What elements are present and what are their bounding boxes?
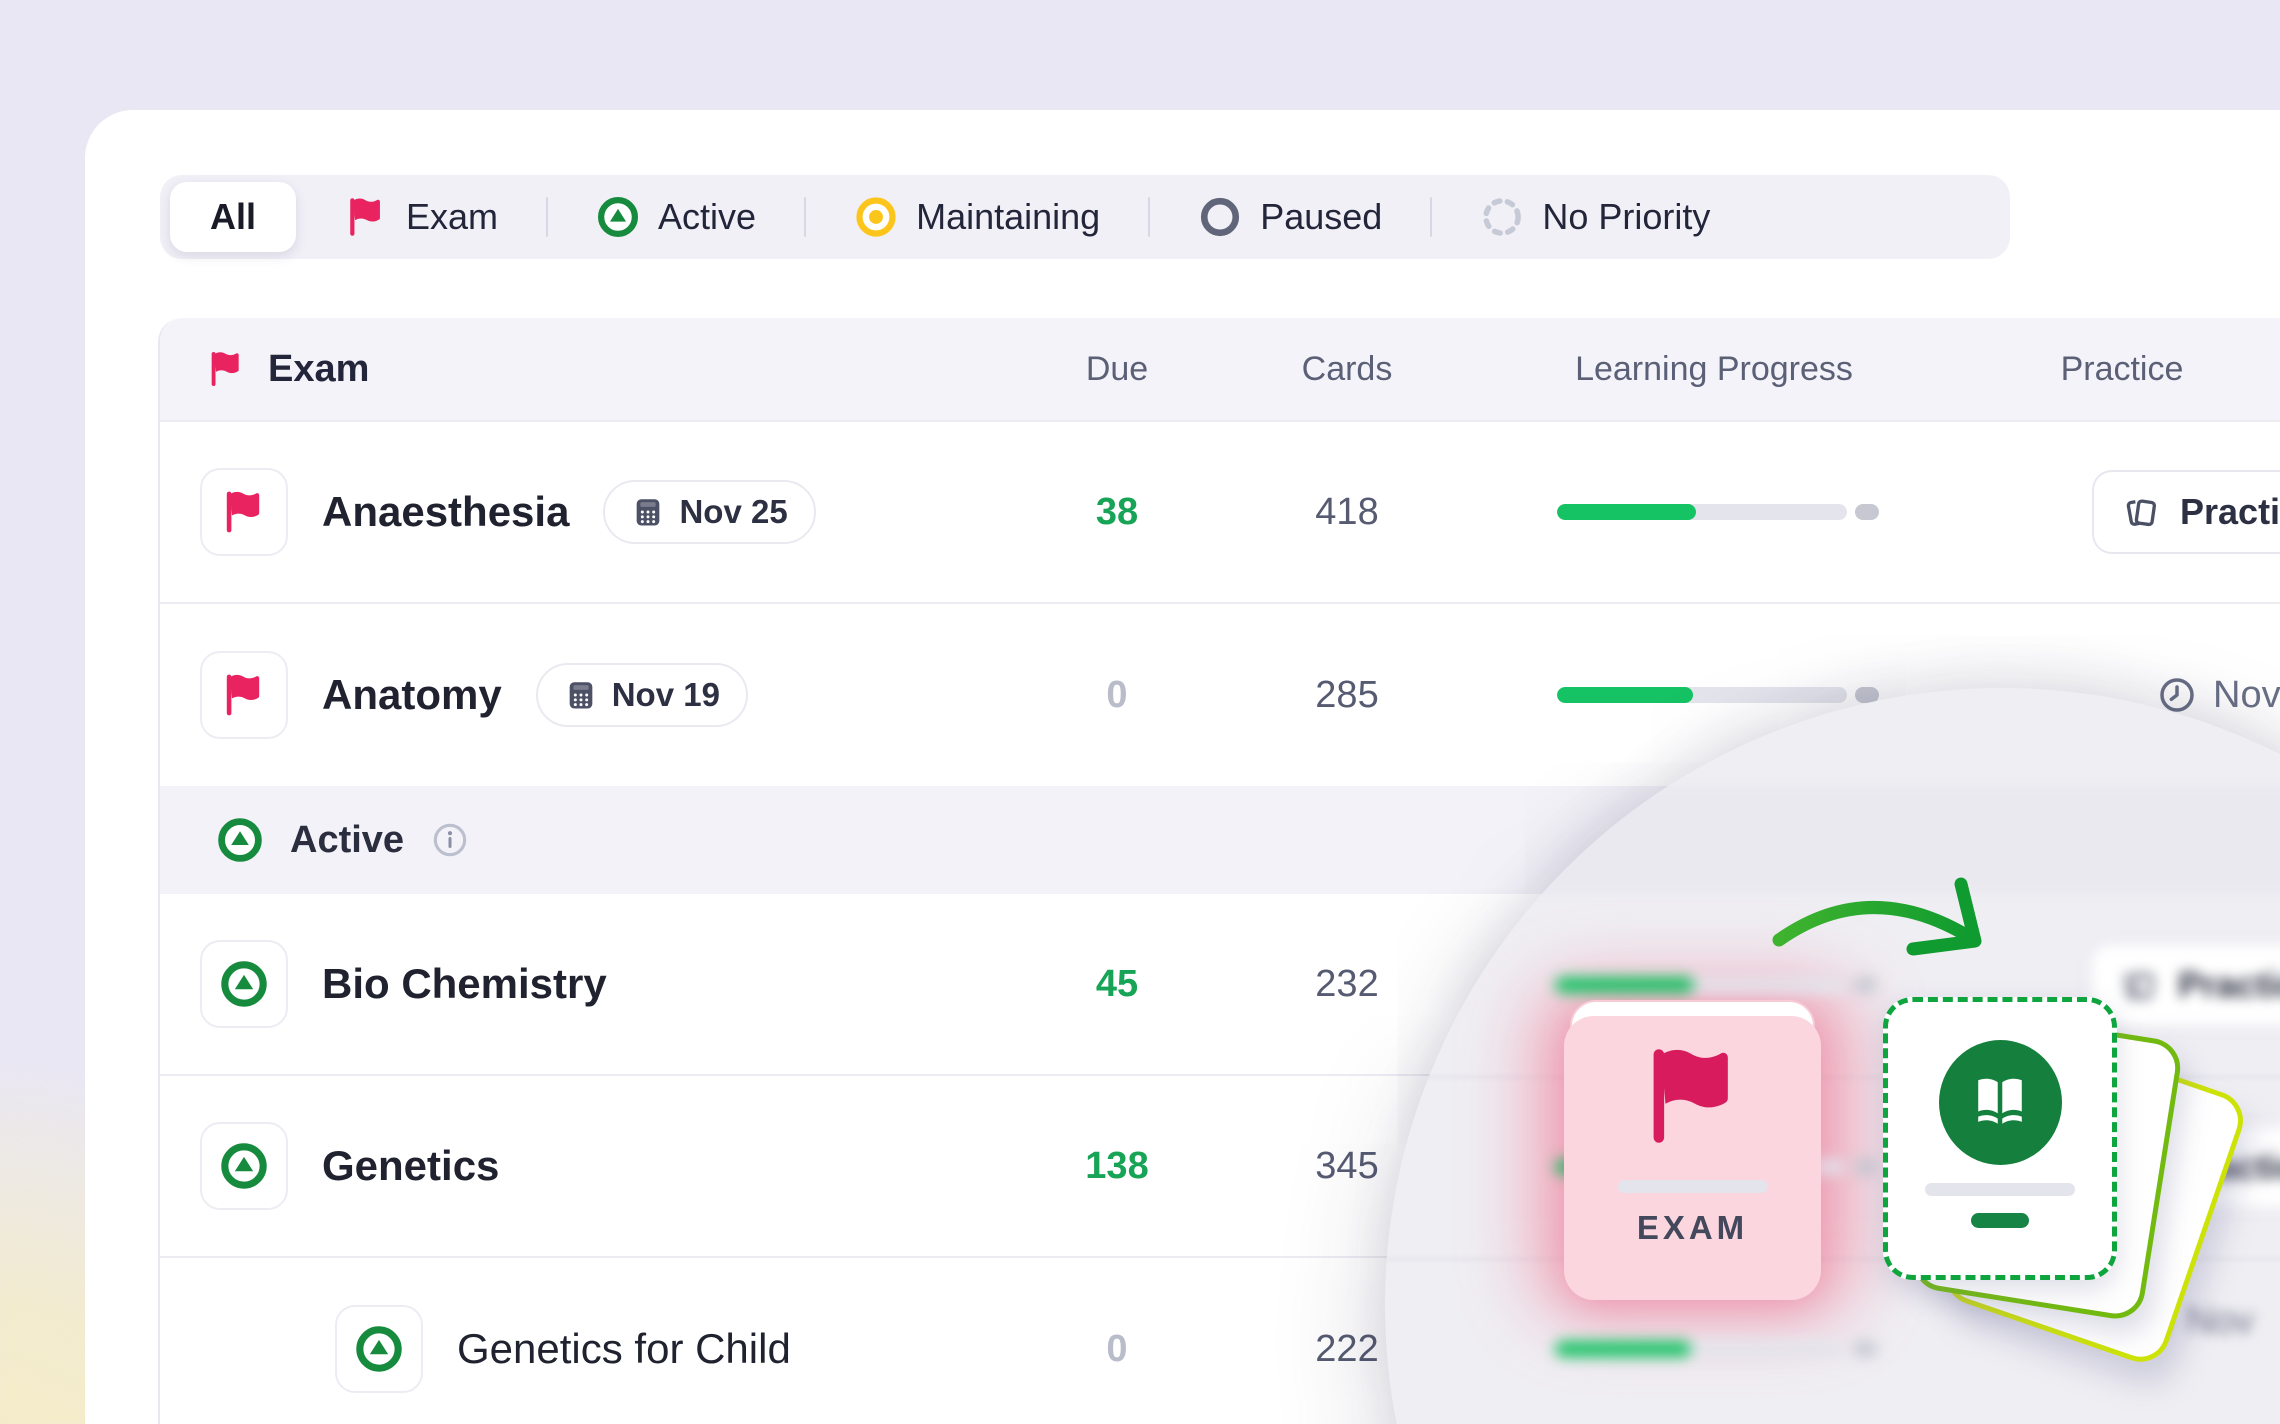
- practice-button[interactable]: Practice: [2092, 470, 2280, 554]
- header-cards: Cards: [1301, 349, 1393, 388]
- paused-icon: [1201, 197, 1240, 237]
- next-practice-label: Nov: [2213, 673, 2280, 716]
- filter-exam-label: Exam: [406, 196, 499, 237]
- filter-no-priority-label: No Priority: [1542, 196, 1711, 237]
- progress-fill: [1557, 687, 1694, 703]
- exam-date: Nov 19: [611, 676, 720, 713]
- flashcard-stack: [1883, 997, 2252, 1370]
- no-priority-icon: [1483, 198, 1522, 236]
- progress-end-segment: [1855, 687, 1879, 703]
- calendar-icon: [569, 682, 593, 709]
- progress-end-segment: [1855, 504, 1879, 520]
- cards-icon: [2126, 499, 2157, 527]
- header-exam: Exam: [268, 347, 370, 390]
- filter-active-label: Active: [658, 196, 757, 237]
- exam-priority-card: EXAM: [1564, 1000, 1821, 1300]
- filter-exam[interactable]: Exam: [344, 195, 498, 239]
- filter-all[interactable]: All: [170, 182, 297, 252]
- filter-all-label: All: [210, 196, 257, 237]
- card-accent-pill: [1971, 1213, 2029, 1228]
- flag-icon: [1653, 1049, 1728, 1143]
- calendar-icon: [637, 499, 660, 526]
- deck-icon-box: [200, 651, 288, 739]
- exam-card-label: EXAM: [1636, 1209, 1749, 1246]
- learning-progress-bar: [1557, 504, 1879, 520]
- deck-icon-box: [200, 468, 288, 556]
- filter-paused[interactable]: Paused: [1198, 195, 1382, 239]
- deck-name: Anaesthesia: [322, 488, 570, 535]
- due-count: 38: [1095, 490, 1139, 533]
- cards-count: 285: [1315, 673, 1379, 716]
- flag-icon: [350, 198, 380, 236]
- blurred-next-practice-date: Nov: [2130, 1300, 2254, 1343]
- filter-maintaining[interactable]: Maintaining: [854, 195, 1100, 239]
- filter-active[interactable]: Active: [596, 195, 756, 239]
- filter-no-priority[interactable]: No Priority: [1480, 195, 1710, 239]
- active-icon: [354, 1324, 404, 1374]
- flag-icon: [226, 491, 260, 533]
- header-practice: Practice: [2060, 349, 2184, 388]
- deck-icon-box: [335, 1305, 423, 1393]
- card-divider: [1617, 1180, 1768, 1193]
- due-count: 0: [1106, 673, 1128, 716]
- deck-name: Anatomy: [322, 671, 502, 718]
- cards-count: 232: [1315, 962, 1379, 1005]
- flag-icon: [211, 352, 239, 386]
- info-icon[interactable]: [430, 820, 470, 860]
- exam-date: Nov 25: [679, 493, 788, 530]
- book-badge: [1938, 1040, 2062, 1165]
- active-icon: [596, 195, 640, 239]
- due-count: 45: [1095, 962, 1139, 1005]
- table-header: Exam Due Cards Learning Progress Practic…: [160, 318, 2280, 422]
- due-count: 138: [1085, 1144, 1149, 1187]
- due-count: 0: [1106, 1327, 1128, 1370]
- header-learning-progress: Learning Progress: [1575, 349, 1853, 388]
- priority-filter-bar: All Exam Active Maintaining Paused No Pr…: [160, 175, 2010, 259]
- practice-button-label: Practice: [2180, 491, 2280, 532]
- deck-name: Genetics: [322, 1142, 500, 1189]
- filter-divider: [804, 197, 807, 237]
- blurred-section-band: [1385, 786, 2280, 894]
- learning-progress-bar: [1557, 687, 1879, 703]
- open-book-icon: [1978, 1078, 2022, 1124]
- active-icon: [219, 1141, 269, 1191]
- active-icon: [219, 959, 269, 1009]
- blurred-practice-button: Practice: [2090, 943, 2280, 1027]
- exam-date-badge[interactable]: Nov 19: [535, 663, 748, 727]
- cards-count: 222: [1315, 1327, 1379, 1370]
- blurred-progress-bar: [1555, 977, 1877, 993]
- filter-divider: [546, 197, 549, 237]
- blurred-progress-bar: [1555, 1341, 1877, 1357]
- next-practice-date: Nov: [2157, 674, 2280, 717]
- cards-count: 345: [1315, 1144, 1379, 1187]
- section-active-label: Active: [290, 818, 405, 861]
- filter-divider: [1148, 197, 1151, 237]
- curved-arrow-icon: [1772, 877, 1982, 956]
- deck-icon-box: [200, 1122, 288, 1210]
- active-icon: [216, 816, 264, 864]
- cards-count: 418: [1315, 490, 1379, 533]
- stack-card-front: [1883, 997, 2117, 1280]
- card-divider: [1925, 1183, 2075, 1196]
- deck-name: Bio Chemistry: [322, 960, 607, 1007]
- filter-divider: [1430, 197, 1433, 237]
- filter-maintaining-label: Maintaining: [916, 196, 1101, 237]
- deck-icon-box: [200, 940, 288, 1028]
- progress-fill: [1557, 504, 1697, 520]
- table-row[interactable]: Anaesthesia Nov 25 38 418 Practice: [160, 422, 2280, 604]
- maintaining-icon: [856, 197, 896, 237]
- filter-paused-label: Paused: [1260, 196, 1383, 237]
- deck-name: Genetics for Child: [457, 1325, 791, 1372]
- flag-icon: [226, 674, 260, 716]
- exam-date-badge[interactable]: Nov 25: [603, 480, 816, 544]
- header-due: Due: [1085, 349, 1149, 388]
